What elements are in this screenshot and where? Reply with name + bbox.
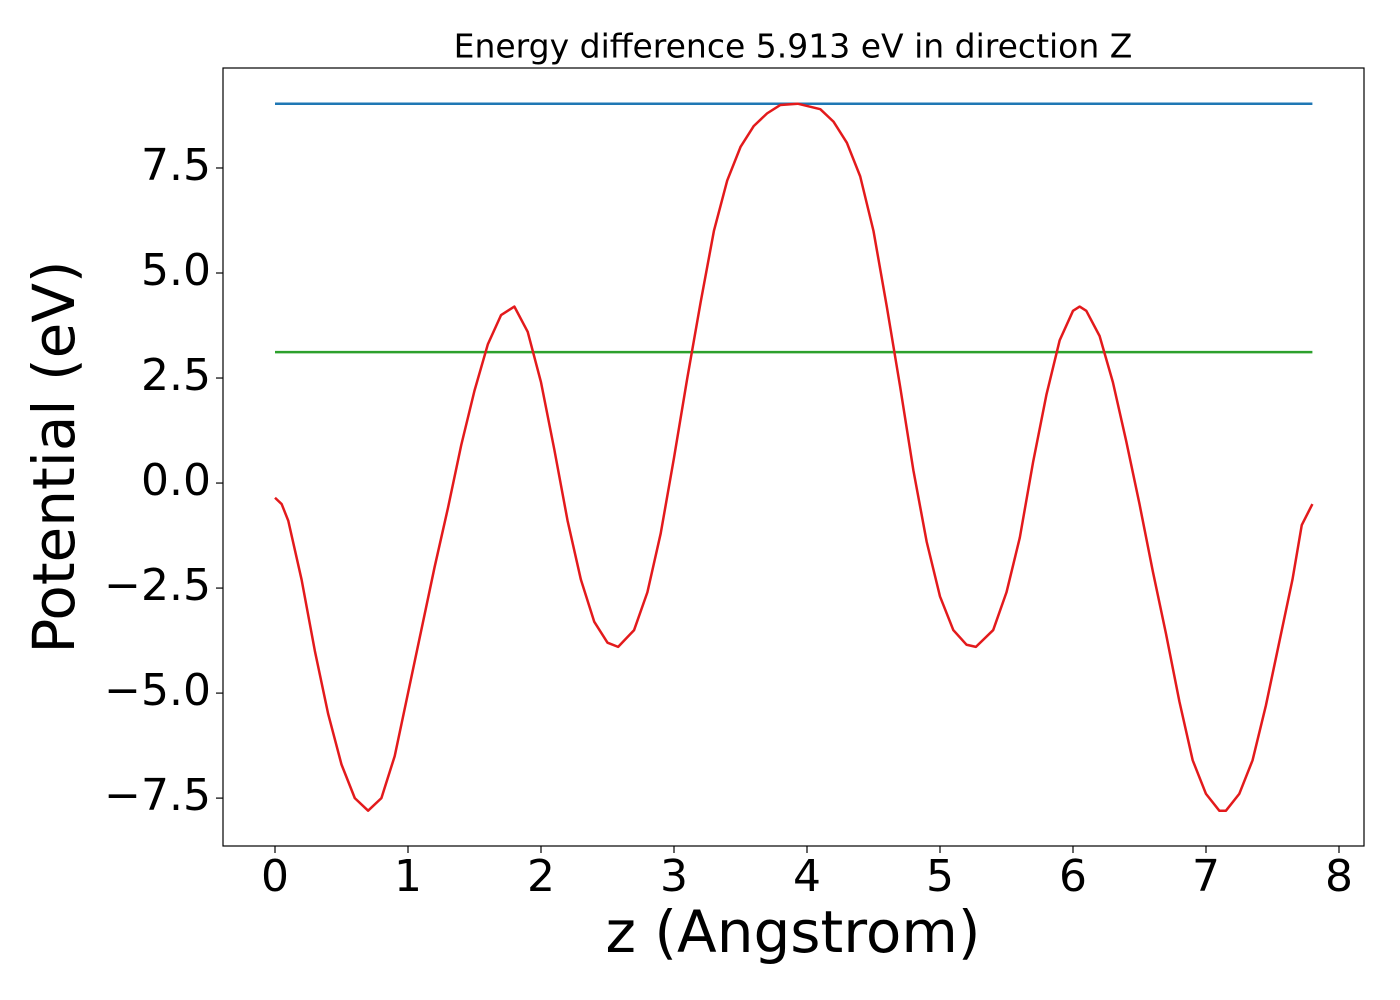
x-tick-label: 5 [926, 851, 954, 902]
line-series [274, 102, 1314, 812]
x-axis-label: z (Angstrom) [606, 898, 981, 966]
plot-frame [222, 67, 1365, 847]
y-tick-label: −7.5 [104, 770, 211, 821]
x-tick-label: 4 [793, 851, 821, 902]
y-tick-label: 5.0 [141, 245, 211, 296]
x-tick-label: 7 [1192, 851, 1220, 902]
x-tick-label: 1 [394, 851, 422, 902]
x-tick-label: 0 [261, 851, 289, 902]
x-tick-label: 8 [1325, 851, 1353, 902]
x-tick-label: 2 [527, 851, 555, 902]
y-tick-label: −5.0 [104, 665, 211, 716]
y-tick-label: 0.0 [141, 455, 211, 506]
x-tick-label: 6 [1059, 851, 1087, 902]
y-tick-label: 2.5 [141, 350, 211, 401]
y-axis-label: Potential (eV) [20, 260, 88, 653]
y-tick-label: 7.5 [141, 140, 211, 191]
x-tick-label: 3 [660, 851, 688, 902]
chart-title: Energy difference 5.913 eV in direction … [454, 27, 1133, 66]
y-tick-label: −2.5 [104, 560, 211, 611]
